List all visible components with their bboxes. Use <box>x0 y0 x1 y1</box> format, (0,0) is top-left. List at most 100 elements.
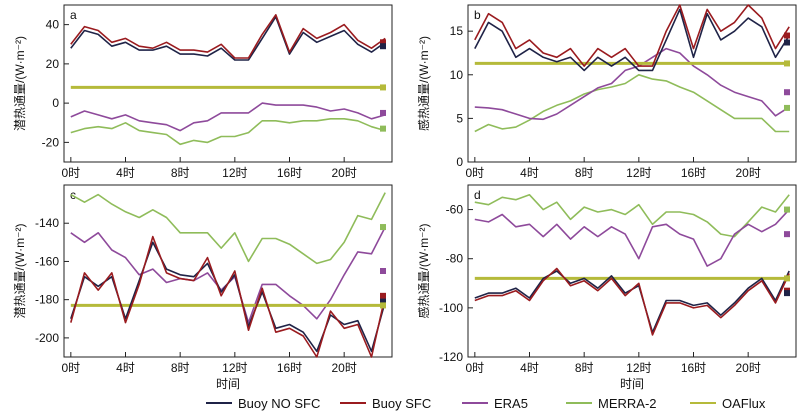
series-line-merra2 <box>70 192 386 265</box>
y-tick-label: 5 <box>456 111 463 125</box>
x-tick-label: 4时 <box>116 166 135 180</box>
x-tick-label: 12时 <box>222 166 247 180</box>
y-tick-label: -60 <box>446 203 464 217</box>
plot-frame <box>63 4 393 163</box>
x-tick-label: 8时 <box>171 166 190 180</box>
x-tick-label: 16时 <box>277 166 302 180</box>
y-axis-label: 潜热通量/(W·m⁻²) <box>13 36 27 131</box>
legend-swatch <box>206 402 232 404</box>
legend-item-oaflux: OAFlux <box>690 393 765 413</box>
legend-label: OAFlux <box>722 395 766 411</box>
marker-buoy_no_sfc <box>784 290 790 297</box>
y-tick-label: -200 <box>35 331 59 345</box>
y-tick-label: -120 <box>439 350 463 364</box>
marker-merra2 <box>380 224 386 231</box>
x-tick-label: 4时 <box>520 166 539 180</box>
marker-buoy_sfc <box>380 292 386 299</box>
x-tick-label: 0时 <box>465 166 484 180</box>
legend-swatch <box>690 402 716 404</box>
legend-label: Buoy SFC <box>372 395 432 411</box>
y-tick-label: 15 <box>450 24 464 38</box>
marker-era5 <box>784 231 790 238</box>
panel-a: -20 0 20 40 0时 4时 8时 12时 16时 20时 潜热通量/(W·m⁻²) a <box>13 4 393 180</box>
legend-swatch <box>566 402 592 404</box>
y-tick-label: -80 <box>446 252 464 266</box>
x-tick-label: 8时 <box>171 361 190 375</box>
x-tick-label: 4时 <box>116 361 135 375</box>
series-line-buoy_sfc <box>474 267 790 336</box>
marker-buoy_no_sfc <box>380 43 386 50</box>
marker-merra2 <box>380 125 386 132</box>
marker-oaflux <box>784 60 790 67</box>
marker-merra2 <box>784 206 790 213</box>
marker-oaflux <box>380 84 386 91</box>
series-line-merra2 <box>474 194 790 238</box>
x-tick-label: 8时 <box>575 166 594 180</box>
legend-item-merra2: MERRA-2 <box>566 393 657 413</box>
legend-label: MERRA-2 <box>598 395 657 411</box>
marker-era5 <box>784 89 790 96</box>
y-axis-label: 感热通量/(W·m⁻²) <box>416 36 431 131</box>
y-tick-label: 0 <box>456 155 463 169</box>
y-tick-label: -180 <box>35 293 59 307</box>
series-line-merra2 <box>474 74 790 133</box>
x-tick-label: 8时 <box>575 361 594 375</box>
marker-era5 <box>380 268 386 274</box>
series-line-buoy_sfc <box>70 14 386 59</box>
marker-oaflux <box>380 302 386 309</box>
panel-c: -200 -180 -160 -140 0时 4时 8时 12时 16时 20时 潜热通量/(W·m… <box>13 184 393 391</box>
marker-oaflux <box>784 275 790 282</box>
y-tick-label: 20 <box>46 57 60 71</box>
panel-d: -120 -100 -80 -60 0时 4时 8时 12时 16时 20时 感热通量/(W·m⁻²… <box>416 184 797 391</box>
y-tick-label: -100 <box>439 301 463 315</box>
x-tick-label: 20时 <box>331 361 356 375</box>
legend-item-era5: ERA5 <box>462 393 528 413</box>
y-tick-label: 10 <box>450 68 464 82</box>
plot-frame <box>63 184 393 358</box>
x-tick-label: 0时 <box>61 361 80 375</box>
series-line-buoy_no_sfc <box>474 270 790 334</box>
legend-item-buoy_sfc: Buoy SFC <box>340 393 431 413</box>
legend-label: ERA5 <box>494 395 528 411</box>
marker-buoy_no_sfc <box>784 39 790 46</box>
plot-frame <box>467 184 797 358</box>
x-tick-label: 4时 <box>520 361 539 375</box>
x-tick-label: 16时 <box>681 361 706 375</box>
series-line-buoy_sfc <box>474 4 790 67</box>
x-axis-label: 时间 <box>216 377 240 391</box>
series-line-buoy_no_sfc <box>474 8 790 72</box>
x-tick-label: 12时 <box>222 361 247 375</box>
x-tick-label: 20时 <box>735 361 760 375</box>
marker-era5 <box>380 109 386 116</box>
x-tick-label: 20时 <box>735 166 760 180</box>
x-tick-label: 12时 <box>626 361 651 375</box>
series-line-era5 <box>474 47 790 121</box>
series-line-era5 <box>474 209 790 267</box>
series-line-merra2 <box>70 118 386 146</box>
legend-swatch <box>462 402 488 404</box>
y-axis-label: 感热通量/(W·m⁻²) <box>416 224 431 319</box>
legend: Buoy NO SFC Buoy SFC ERA5 MERRA-2 OAFlux <box>0 393 800 413</box>
marker-buoy_no_sfc <box>380 298 386 305</box>
y-tick-label: 40 <box>46 18 60 32</box>
plot-frame <box>467 4 797 163</box>
legend-item-buoy_no_sfc: Buoy NO SFC <box>206 393 320 413</box>
panel-letter: b <box>474 8 481 22</box>
series-line-era5 <box>70 102 386 132</box>
x-tick-label: 20时 <box>331 166 356 180</box>
y-tick-label: -140 <box>35 216 59 230</box>
x-tick-label: 12时 <box>626 166 651 180</box>
panel-letter: d <box>474 188 481 202</box>
series-line-buoy_no_sfc <box>70 15 386 61</box>
x-tick-label: 16时 <box>681 166 706 180</box>
x-tick-label: 0时 <box>61 166 80 180</box>
marker-buoy_sfc <box>380 39 386 46</box>
x-tick-label: 16时 <box>277 361 302 375</box>
x-tick-label: 0时 <box>465 361 484 375</box>
y-tick-label: -160 <box>35 254 59 268</box>
y-tick-label: -20 <box>42 135 60 149</box>
y-axis-label: 潜热通量/(W·m⁻²) <box>13 224 27 319</box>
panel-letter: a <box>70 8 77 22</box>
legend-label: Buoy NO SFC <box>238 395 321 411</box>
